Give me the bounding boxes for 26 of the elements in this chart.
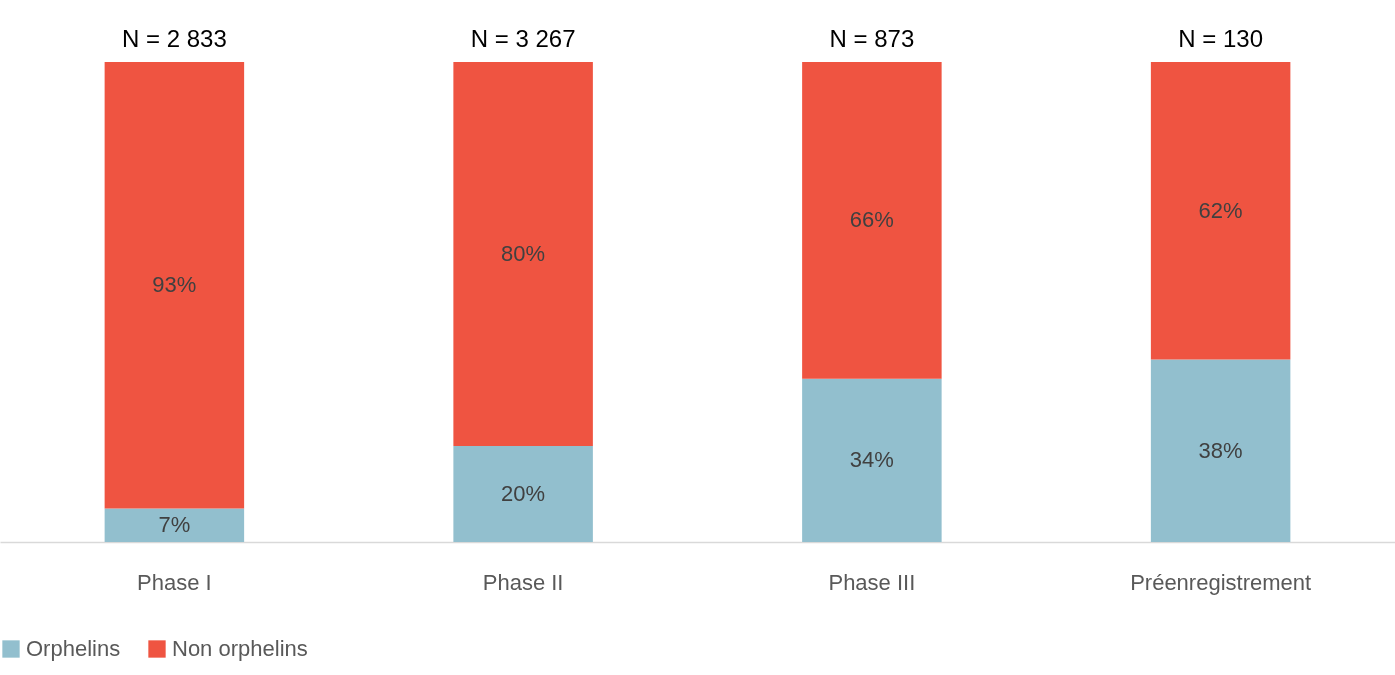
annotation: N = 3 267 [470,25,576,52]
x-tick-label: Phase I [137,569,212,595]
x-tick-label: Phase III [828,569,916,595]
data-label: 62% [1198,197,1243,223]
bar [1150,62,1291,360]
x-tick-label: Phase II [482,569,564,595]
x-tick-label: Préenregistrement [1130,569,1312,595]
data-label: 93% [152,272,197,298]
data-label: 34% [849,447,894,473]
data-label: 38% [1198,437,1243,463]
data-label: 20% [501,481,546,506]
data-label: 7% [158,512,191,538]
annotation: N = 130 [1178,25,1263,52]
annotation: N = 2 833 [122,25,227,52]
bar [104,508,245,542]
bar [453,446,593,542]
legend-label: Orphelins [26,636,121,661]
legend-label: Non orphelins [172,636,308,661]
bar [453,62,593,446]
annotation: N = 873 [829,25,915,52]
bar [1150,359,1291,542]
bar [802,378,942,542]
data-label: 80% [501,241,546,266]
bar [802,62,942,379]
bar [104,62,245,509]
data-label: 66% [849,207,894,233]
